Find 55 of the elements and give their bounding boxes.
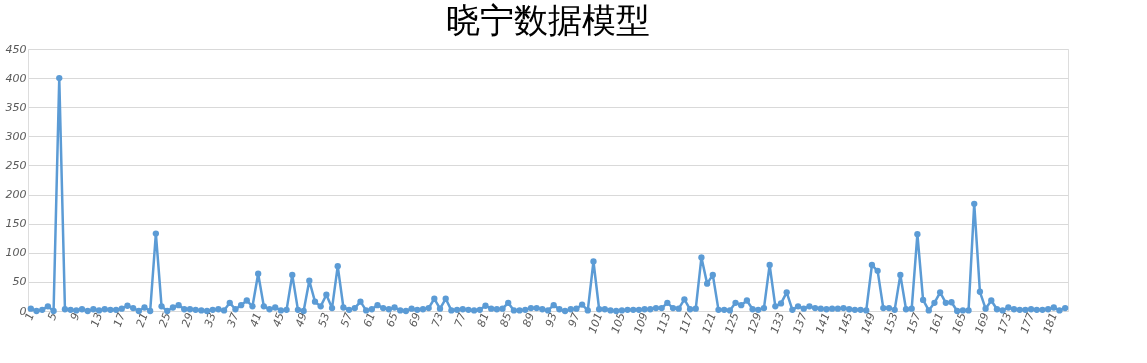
x-tick-label: 25 (156, 311, 174, 329)
x-tick-label: 181 (1040, 311, 1060, 336)
x-tick-label: 145 (835, 311, 856, 336)
x-tick-label: 141 (813, 311, 833, 336)
x-tick-label: 157 (904, 311, 924, 336)
x-tick-label: 73 (429, 311, 447, 329)
y-tick-label: 450 (5, 42, 27, 56)
x-tick-label: 5 (45, 311, 60, 323)
x-tick-label: 149 (858, 311, 879, 336)
x-tick-label: 101 (585, 311, 606, 336)
x-tick-label: 65 (383, 311, 401, 329)
x-tick-label: 165 (949, 311, 969, 336)
y-tick-label: 400 (5, 71, 27, 85)
chart-title: 晓宁数据模型 (446, 2, 650, 39)
x-tick-label: 49 (292, 311, 310, 329)
y-tick-label: 200 (5, 188, 27, 202)
x-tick-label: 133 (767, 311, 788, 336)
x-tick-label: 85 (497, 311, 515, 329)
x-tick-label: 69 (406, 311, 424, 329)
x-tick-label: 173 (995, 311, 1015, 336)
y-tick-label: 300 (5, 129, 27, 143)
x-tick-label: 77 (451, 311, 469, 329)
x-tick-label: 97 (565, 311, 583, 329)
x-tick-label: 81 (474, 311, 492, 329)
x-tick-label: 125 (722, 311, 742, 336)
x-tick-label: 13 (88, 311, 106, 329)
x-tick-label: 161 (926, 311, 947, 336)
x-tick-label: 41 (247, 311, 265, 329)
x-tick-label: 61 (360, 311, 378, 329)
y-tick-label: 250 (5, 158, 27, 172)
y-tick-label: 100 (5, 246, 27, 260)
x-tick-label: 109 (631, 311, 651, 336)
x-tick-label: 29 (179, 311, 197, 329)
x-tick-label: 33 (201, 311, 219, 329)
x-tick-label: 9 (67, 311, 83, 323)
x-tick-label: 137 (790, 311, 810, 336)
x-tick-label: 53 (315, 311, 333, 329)
x-tick-label: 121 (699, 311, 719, 336)
y-tick-label: 50 (12, 275, 27, 289)
x-tick-label: 169 (972, 311, 992, 336)
x-tick-label: 17 (110, 311, 128, 329)
x-tick-label: 177 (1017, 311, 1038, 336)
y-tick-label: 150 (5, 217, 27, 231)
x-tick-label: 37 (224, 311, 242, 329)
y-tick-label: 350 (5, 100, 27, 114)
x-tick-label: 105 (608, 311, 629, 336)
x-tick-label: 153 (881, 311, 901, 336)
x-tick-label: 21 (133, 311, 151, 329)
x-tick-label: 45 (270, 311, 288, 329)
x-tick-label: 113 (654, 311, 674, 336)
x-tick-label: 57 (338, 311, 356, 329)
x-tick-label: 129 (745, 311, 765, 336)
x-tick-label: 117 (676, 311, 697, 336)
x-tick-label: 89 (520, 311, 538, 329)
x-tick-label: 93 (542, 311, 560, 329)
